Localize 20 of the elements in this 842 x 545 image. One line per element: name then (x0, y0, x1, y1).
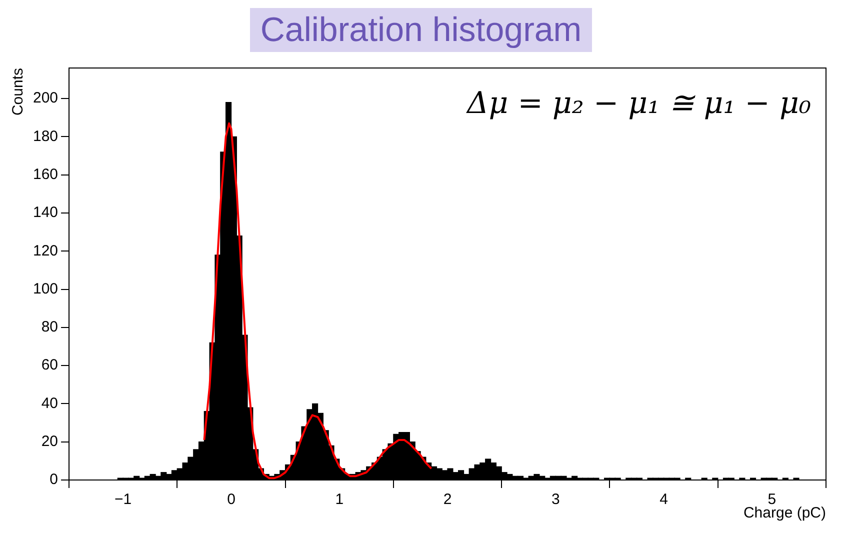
chart-title: Calibration histogram (250, 8, 592, 52)
y-tick-label: 120 (32, 242, 58, 260)
x-tick-label: 2 (443, 491, 452, 508)
y-tick-label: 40 (41, 394, 58, 412)
x-tick-label: −1 (114, 491, 132, 508)
y-tick-label: 20 (41, 432, 58, 450)
y-tick-label: 100 (32, 280, 58, 298)
y-tick-label: 200 (32, 90, 58, 107)
x-tick-label: 0 (227, 491, 236, 508)
y-tick-label: 180 (32, 128, 58, 145)
x-tick-label: 1 (335, 491, 344, 508)
y-tick-label: 60 (41, 356, 58, 374)
y-tick-label: 140 (32, 204, 58, 222)
x-tick-label: 3 (551, 491, 560, 508)
annotation: Δμ = μ₂ − μ₁ ≅ μ₁ − μ₀ (466, 86, 811, 121)
y-tick-label: 80 (41, 318, 58, 336)
y-tick-label: 160 (32, 166, 58, 183)
x-tick-label: 4 (660, 491, 668, 508)
y-axis-title: Counts (10, 68, 27, 116)
y-tick-label: 0 (50, 471, 58, 488)
